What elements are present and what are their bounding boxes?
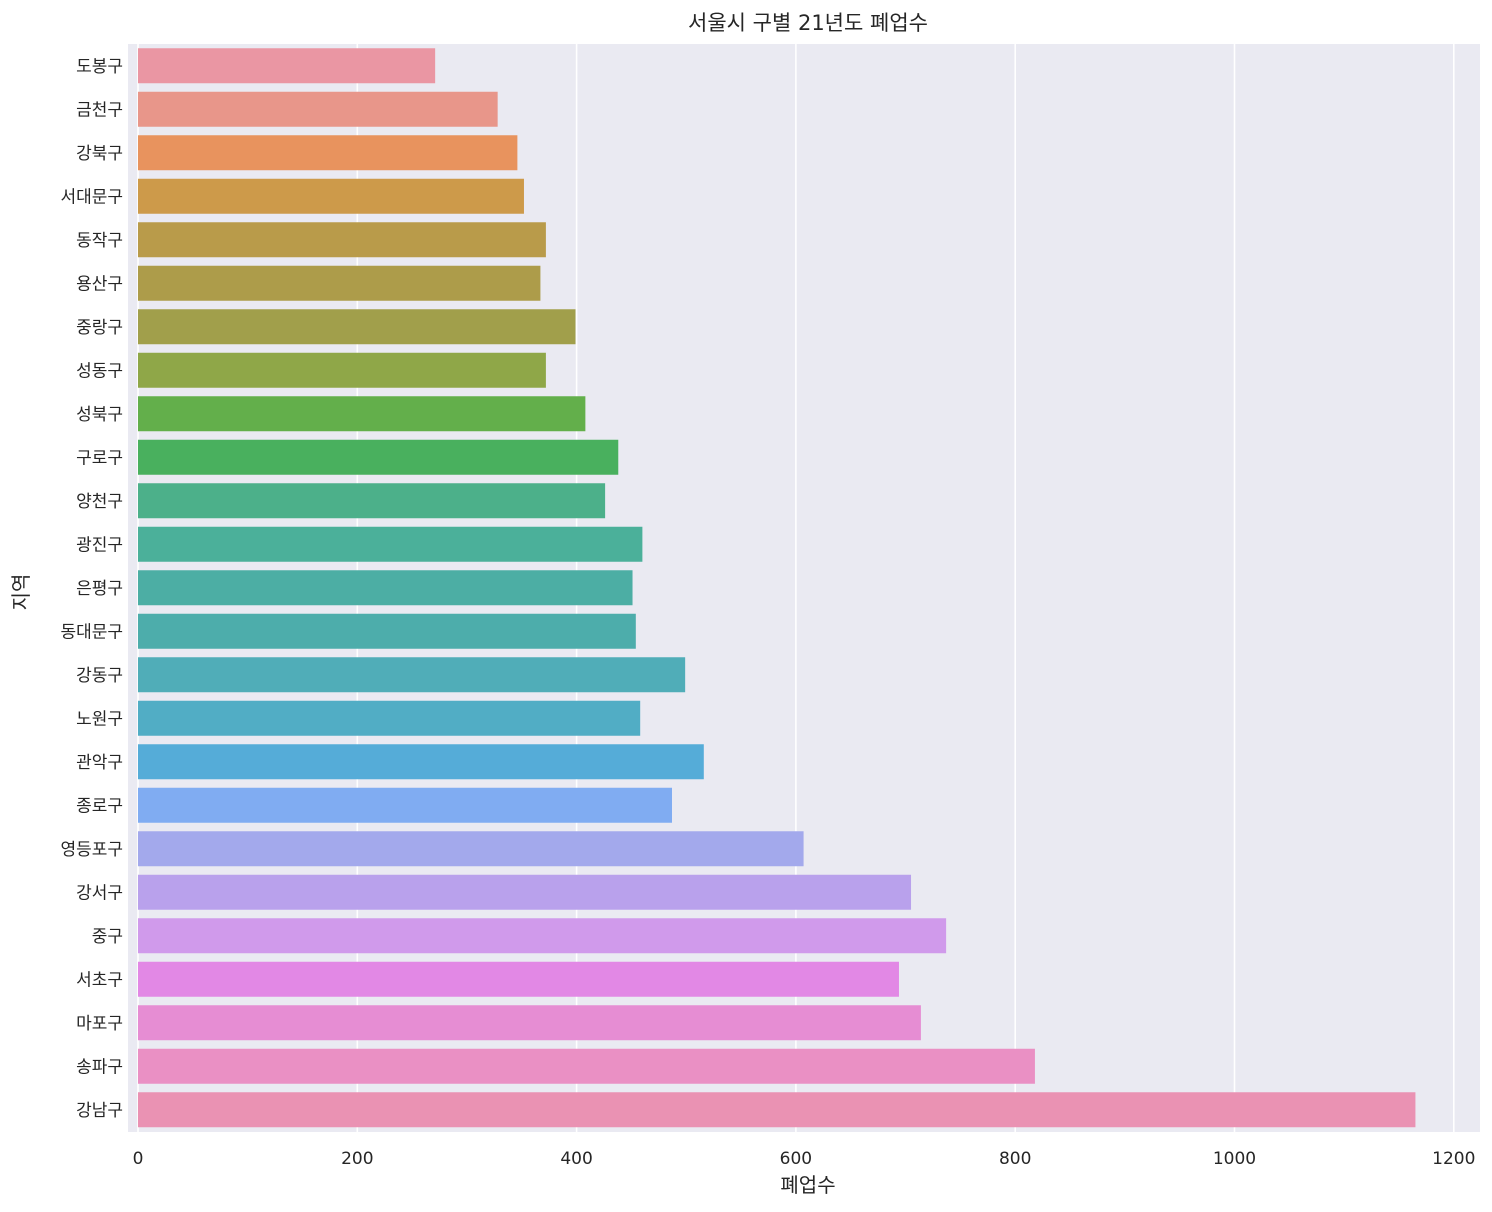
- bar: [138, 48, 436, 84]
- bar: [138, 744, 704, 780]
- bar: [138, 787, 672, 823]
- x-axis-title: 폐업수: [780, 1173, 835, 1197]
- y-tick-label: 종로구: [76, 796, 123, 816]
- bar: [138, 918, 947, 954]
- x-tick-label: 1200: [1432, 1149, 1475, 1169]
- bar: [138, 874, 912, 910]
- y-tick-label: 노원구: [76, 709, 123, 729]
- y-tick-label: 서대문구: [60, 187, 123, 207]
- x-tick-label: 0: [133, 1149, 144, 1169]
- y-tick-label: 용산구: [76, 274, 123, 294]
- y-tick-label: 영등포구: [60, 840, 123, 860]
- y-tick-label: 동대문구: [60, 622, 123, 642]
- y-tick-label: 강동구: [76, 666, 123, 686]
- bar: [138, 700, 641, 736]
- y-tick-label: 중구: [92, 927, 123, 947]
- y-tick-label: 송파구: [76, 1057, 123, 1077]
- y-tick-label: 은평구: [76, 579, 123, 599]
- bar: [138, 1005, 921, 1041]
- x-tick-label: 400: [560, 1149, 592, 1169]
- bar: [138, 1092, 1416, 1128]
- x-tick-label: 600: [780, 1149, 812, 1169]
- bar: [138, 570, 633, 606]
- y-tick-label: 구로구: [76, 448, 123, 468]
- bars: [138, 48, 1416, 1128]
- bar: [138, 657, 686, 693]
- y-tick-label: 서초구: [76, 970, 123, 990]
- bar: [138, 1048, 1035, 1084]
- bar: [138, 526, 643, 562]
- y-axis-title: 지역: [9, 574, 33, 611]
- y-tick-label: 성동구: [76, 361, 123, 381]
- bar: [138, 265, 541, 301]
- y-tick-label: 금천구: [76, 100, 123, 120]
- y-tick-label: 강북구: [76, 144, 123, 164]
- x-tick-label: 1000: [1213, 1149, 1256, 1169]
- bar: [138, 613, 636, 649]
- bar: [138, 135, 518, 171]
- bar: [138, 91, 498, 127]
- y-tick-labels: 도봉구금천구강북구서대문구동작구용산구중랑구성동구성북구구로구양천구광진구은평구…: [60, 57, 123, 1121]
- bar: [138, 352, 546, 388]
- y-tick-label: 마포구: [76, 1014, 123, 1034]
- y-tick-label: 성북구: [76, 405, 123, 425]
- bar: [138, 178, 524, 214]
- bar: [138, 961, 899, 997]
- x-tick-label: 200: [341, 1149, 373, 1169]
- bar: [138, 439, 619, 475]
- y-tick-label: 관악구: [76, 753, 123, 773]
- bar: [138, 396, 586, 432]
- y-tick-label: 강남구: [76, 1101, 123, 1121]
- x-tick-labels: 0 200 400 600 800 1000 1200: [133, 1149, 1476, 1169]
- chart-title: 서울시 구별 21년도 폐업수: [688, 11, 928, 35]
- y-tick-label: 광진구: [76, 535, 123, 555]
- bar: [138, 222, 546, 258]
- y-tick-label: 도봉구: [76, 57, 123, 77]
- y-tick-label: 강서구: [76, 883, 123, 903]
- bar: [138, 831, 804, 867]
- bar: [138, 309, 576, 345]
- x-tick-label: 800: [999, 1149, 1031, 1169]
- y-tick-label: 중랑구: [76, 318, 123, 338]
- y-tick-label: 동작구: [76, 231, 123, 251]
- y-tick-label: 양천구: [76, 492, 123, 512]
- bar: [138, 483, 606, 519]
